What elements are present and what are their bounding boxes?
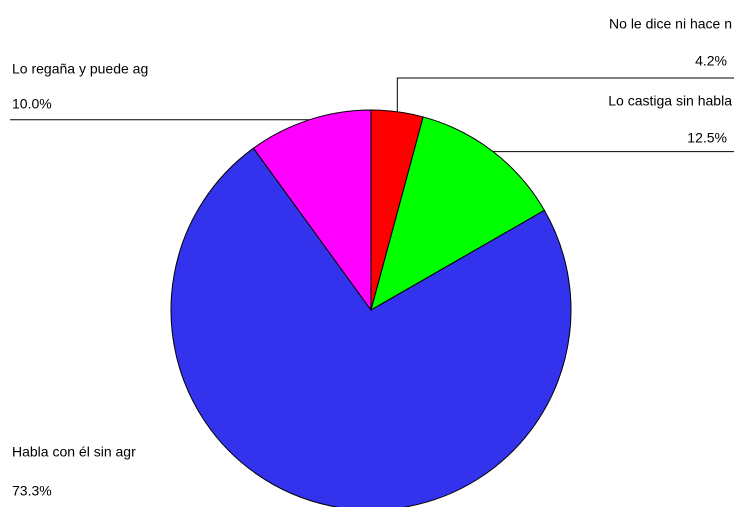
slice-value-label: 73.3% bbox=[12, 483, 52, 499]
pie-slice bbox=[170, 147, 572, 507]
pie-slice bbox=[370, 116, 546, 312]
pie-slice bbox=[252, 109, 372, 312]
slice-label: No le dice ni hace n bbox=[609, 16, 732, 32]
slice-value-label: 4.2% bbox=[695, 53, 727, 69]
leader-line bbox=[396, 77, 734, 112]
slice-label: Habla con él sin agr bbox=[12, 444, 136, 460]
slice-label: Lo regaña y puede ag bbox=[12, 61, 148, 77]
slice-label: Lo castiga sin habla bbox=[608, 93, 732, 109]
slice-value-label: 10.0% bbox=[12, 96, 52, 112]
slice-value-label: 12.5% bbox=[687, 130, 727, 146]
